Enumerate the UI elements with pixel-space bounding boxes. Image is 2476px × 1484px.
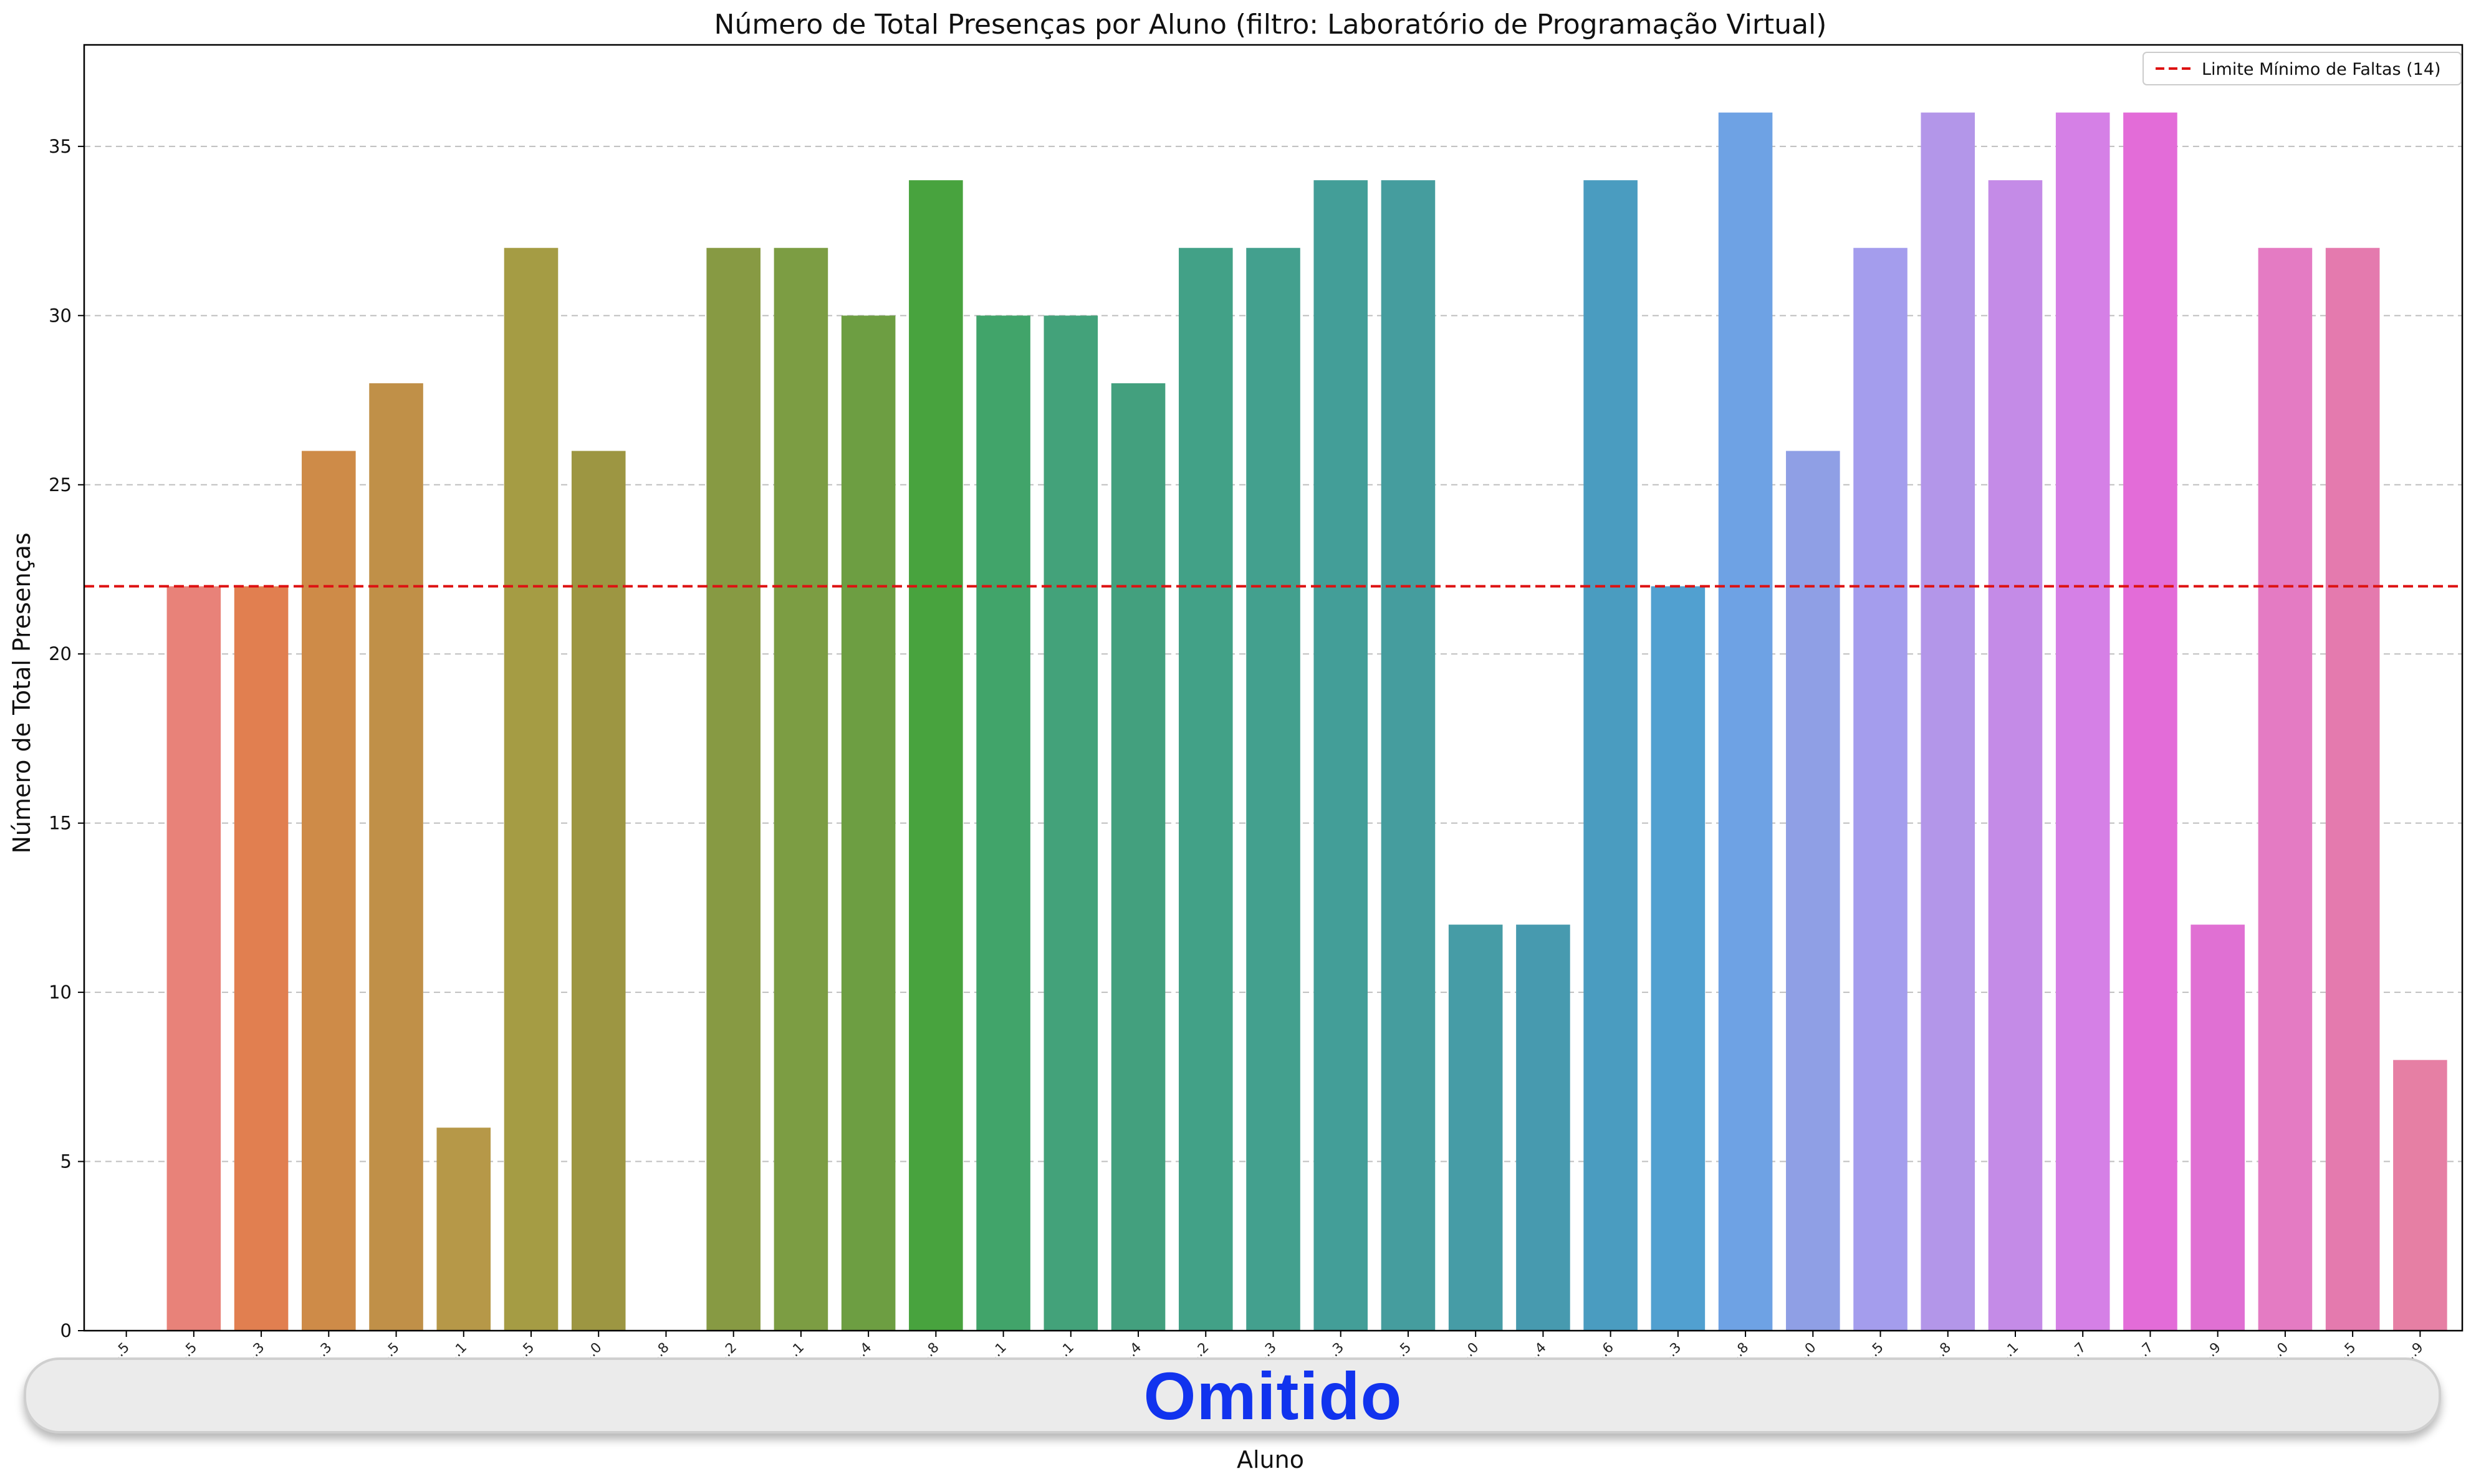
y-tick-label: 10 xyxy=(49,982,72,1003)
y-tick-label: 35 xyxy=(49,136,72,157)
chart-title: Número de Total Presenças por Aluno (fil… xyxy=(714,9,1827,41)
bar xyxy=(976,315,1030,1331)
bar xyxy=(1448,924,1503,1331)
bar xyxy=(1111,383,1166,1331)
y-tick-label: 5 xyxy=(60,1151,72,1172)
bar xyxy=(1516,924,1570,1331)
bar xyxy=(909,180,963,1331)
bar xyxy=(2123,112,2177,1331)
y-tick-label: 20 xyxy=(49,643,72,664)
legend-box xyxy=(2143,52,2462,85)
bar xyxy=(2258,247,2313,1331)
x-axis-label: Aluno xyxy=(1237,1446,1304,1473)
bar xyxy=(1651,586,1706,1331)
bar xyxy=(841,315,896,1331)
bar xyxy=(2325,247,2380,1331)
bar xyxy=(2055,112,2110,1331)
redaction-bar: Omitido xyxy=(24,1357,2441,1434)
y-tick-label: 30 xyxy=(49,305,72,326)
bar xyxy=(1988,180,2043,1331)
bar xyxy=(166,586,221,1331)
bar xyxy=(774,247,828,1331)
y-tick-label: 0 xyxy=(60,1320,72,1341)
bar xyxy=(706,247,761,1331)
y-tick-label: 15 xyxy=(49,813,72,834)
bar xyxy=(2190,924,2245,1331)
bar xyxy=(234,586,289,1331)
y-tick-label: 25 xyxy=(49,474,72,495)
bar xyxy=(436,1127,491,1331)
bar xyxy=(1853,247,1907,1331)
bar xyxy=(1718,112,1773,1331)
bar xyxy=(571,451,626,1331)
bar xyxy=(504,247,559,1331)
legend-label: Limite Mínimo de Faltas (14) xyxy=(2202,60,2441,79)
y-axis: 0 5 10 15 20 25 30 35 xyxy=(49,136,84,1341)
bar xyxy=(369,383,423,1331)
bar xyxy=(302,451,356,1331)
bar xyxy=(1786,451,1840,1331)
bar xyxy=(1044,315,1098,1331)
bar xyxy=(1246,247,1300,1331)
bar xyxy=(1178,247,1233,1331)
bar xyxy=(1583,180,1638,1331)
bar xyxy=(1313,180,1368,1331)
bar xyxy=(1381,180,1436,1331)
y-axis-label: Número de Total Presenças xyxy=(8,532,36,853)
redaction-label: Omitido xyxy=(1143,1357,1403,1434)
bars xyxy=(166,112,2447,1331)
bar xyxy=(1921,112,1975,1331)
bar xyxy=(2393,1060,2447,1331)
legend: Limite Mínimo de Faltas (14) xyxy=(2143,52,2462,85)
